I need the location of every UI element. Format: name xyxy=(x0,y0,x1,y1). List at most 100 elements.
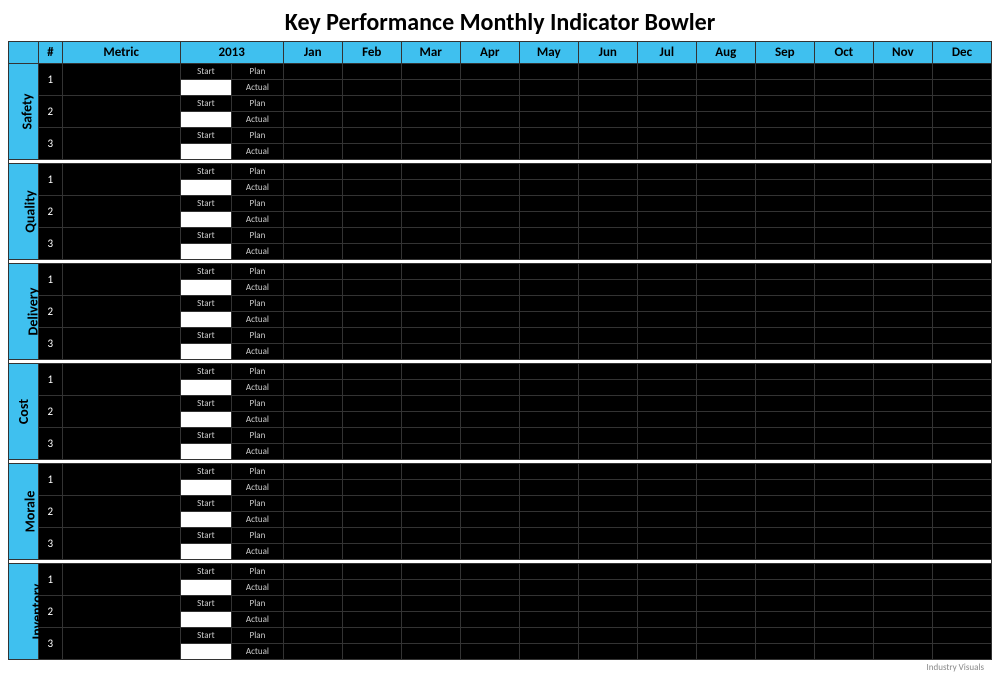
month-cell[interactable] xyxy=(401,612,460,628)
month-cell[interactable] xyxy=(637,380,696,396)
start-input[interactable] xyxy=(180,180,232,196)
month-cell[interactable] xyxy=(401,96,460,112)
start-input[interactable] xyxy=(180,80,232,96)
month-cell[interactable] xyxy=(578,280,637,296)
month-cell[interactable] xyxy=(460,612,519,628)
month-cell[interactable] xyxy=(755,644,814,660)
month-cell[interactable] xyxy=(755,480,814,496)
month-cell[interactable] xyxy=(460,480,519,496)
month-cell[interactable] xyxy=(578,528,637,544)
month-cell[interactable] xyxy=(578,212,637,228)
month-cell[interactable] xyxy=(519,96,578,112)
month-cell[interactable] xyxy=(401,128,460,144)
month-cell[interactable] xyxy=(283,180,342,196)
month-cell[interactable] xyxy=(401,380,460,396)
month-cell[interactable] xyxy=(814,80,873,96)
month-cell[interactable] xyxy=(578,128,637,144)
month-cell[interactable] xyxy=(519,144,578,160)
month-cell[interactable] xyxy=(696,328,755,344)
month-cell[interactable] xyxy=(342,544,401,560)
month-cell[interactable] xyxy=(578,112,637,128)
metric-cell[interactable] xyxy=(62,164,180,196)
month-cell[interactable] xyxy=(283,280,342,296)
metric-cell[interactable] xyxy=(62,596,180,628)
month-cell[interactable] xyxy=(460,196,519,212)
month-cell[interactable] xyxy=(519,580,578,596)
month-cell[interactable] xyxy=(637,64,696,80)
month-cell[interactable] xyxy=(283,612,342,628)
month-cell[interactable] xyxy=(460,312,519,328)
month-cell[interactable] xyxy=(696,196,755,212)
month-cell[interactable] xyxy=(342,128,401,144)
month-cell[interactable] xyxy=(814,112,873,128)
month-cell[interactable] xyxy=(814,644,873,660)
month-cell[interactable] xyxy=(342,596,401,612)
month-cell[interactable] xyxy=(873,464,932,480)
month-cell[interactable] xyxy=(460,580,519,596)
month-cell[interactable] xyxy=(578,64,637,80)
month-cell[interactable] xyxy=(460,364,519,380)
month-cell[interactable] xyxy=(696,280,755,296)
month-cell[interactable] xyxy=(519,328,578,344)
start-input[interactable] xyxy=(180,144,232,160)
month-cell[interactable] xyxy=(873,444,932,460)
month-cell[interactable] xyxy=(696,528,755,544)
month-cell[interactable] xyxy=(932,444,991,460)
month-cell[interactable] xyxy=(932,528,991,544)
month-cell[interactable] xyxy=(814,164,873,180)
start-input[interactable] xyxy=(180,212,232,228)
month-cell[interactable] xyxy=(637,244,696,260)
month-cell[interactable] xyxy=(519,596,578,612)
month-cell[interactable] xyxy=(283,64,342,80)
month-cell[interactable] xyxy=(814,128,873,144)
month-cell[interactable] xyxy=(401,344,460,360)
month-cell[interactable] xyxy=(755,312,814,328)
month-cell[interactable] xyxy=(460,428,519,444)
month-cell[interactable] xyxy=(578,444,637,460)
month-cell[interactable] xyxy=(578,644,637,660)
month-cell[interactable] xyxy=(283,596,342,612)
month-cell[interactable] xyxy=(873,596,932,612)
month-cell[interactable] xyxy=(755,244,814,260)
month-cell[interactable] xyxy=(342,312,401,328)
month-cell[interactable] xyxy=(637,228,696,244)
month-cell[interactable] xyxy=(460,96,519,112)
month-cell[interactable] xyxy=(696,644,755,660)
month-cell[interactable] xyxy=(755,596,814,612)
month-cell[interactable] xyxy=(401,144,460,160)
month-cell[interactable] xyxy=(873,112,932,128)
month-cell[interactable] xyxy=(519,380,578,396)
month-cell[interactable] xyxy=(342,412,401,428)
month-cell[interactable] xyxy=(460,164,519,180)
month-cell[interactable] xyxy=(814,512,873,528)
month-cell[interactable] xyxy=(932,480,991,496)
month-cell[interactable] xyxy=(637,480,696,496)
month-cell[interactable] xyxy=(283,412,342,428)
month-cell[interactable] xyxy=(637,564,696,580)
month-cell[interactable] xyxy=(519,444,578,460)
metric-cell[interactable] xyxy=(62,264,180,296)
month-cell[interactable] xyxy=(283,464,342,480)
month-cell[interactable] xyxy=(814,344,873,360)
month-cell[interactable] xyxy=(696,164,755,180)
month-cell[interactable] xyxy=(814,280,873,296)
month-cell[interactable] xyxy=(873,264,932,280)
month-cell[interactable] xyxy=(342,112,401,128)
month-cell[interactable] xyxy=(637,128,696,144)
start-input[interactable] xyxy=(180,544,232,560)
month-cell[interactable] xyxy=(283,312,342,328)
month-cell[interactable] xyxy=(637,412,696,428)
month-cell[interactable] xyxy=(755,128,814,144)
month-cell[interactable] xyxy=(460,144,519,160)
month-cell[interactable] xyxy=(637,96,696,112)
metric-cell[interactable] xyxy=(62,64,180,96)
month-cell[interactable] xyxy=(519,628,578,644)
month-cell[interactable] xyxy=(932,228,991,244)
month-cell[interactable] xyxy=(519,196,578,212)
month-cell[interactable] xyxy=(283,80,342,96)
month-cell[interactable] xyxy=(637,396,696,412)
month-cell[interactable] xyxy=(755,264,814,280)
month-cell[interactable] xyxy=(283,296,342,312)
month-cell[interactable] xyxy=(578,428,637,444)
month-cell[interactable] xyxy=(342,528,401,544)
